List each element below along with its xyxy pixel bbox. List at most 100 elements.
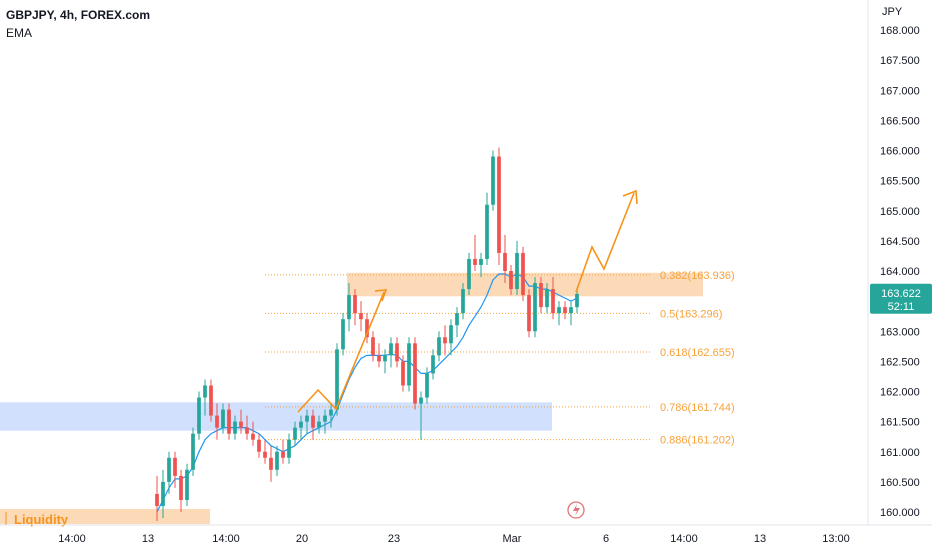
resistance-zone	[347, 272, 703, 297]
candle-body	[185, 469, 189, 500]
arrow-path-1	[297, 291, 385, 413]
fib-level-label: 0.618(162.655)	[660, 347, 735, 359]
candle-body	[371, 337, 375, 356]
y-tick-label: 165.500	[880, 176, 920, 188]
candle-body	[359, 313, 363, 320]
candle-body	[269, 457, 273, 470]
candle-body	[473, 258, 477, 265]
candle-body	[503, 252, 507, 271]
current-price-label: 163.622	[881, 288, 921, 300]
fib-retracement-layer: 0.382(163.936) 0.5(163.296) 0.618(162.655)…	[265, 270, 735, 447]
x-tick-label: 23	[388, 533, 400, 545]
candle-body	[305, 415, 309, 422]
candle-body	[323, 415, 327, 422]
projection-arrows	[297, 189, 638, 519]
candle-body	[161, 481, 165, 506]
x-tick-label: 14:00	[212, 533, 240, 545]
candle-body	[377, 355, 381, 362]
x-tick-label: 6	[603, 533, 609, 545]
y-tick-label: 167.000	[880, 85, 920, 97]
candle-body	[545, 289, 549, 308]
current-price-tag	[870, 283, 932, 314]
candle-body	[341, 319, 345, 350]
currency-label: JPY	[882, 6, 903, 18]
y-tick-label: 168.000	[880, 25, 920, 37]
lightning-icon	[573, 504, 580, 516]
candle-body	[209, 385, 213, 416]
candles-layer	[155, 147, 579, 522]
arrow-head-1	[374, 289, 388, 302]
x-tick-label: 14:00	[670, 533, 698, 545]
candle-body	[275, 451, 279, 470]
candle-body	[263, 451, 267, 458]
fib-level-label: 0.5(163.296)	[660, 308, 722, 320]
candle-body	[281, 451, 285, 458]
candle-body	[221, 409, 225, 428]
candle-body	[413, 343, 417, 404]
candle-body	[179, 475, 183, 500]
fib-level-label: 0.786(161.744)	[660, 402, 735, 414]
candle-body	[173, 457, 177, 476]
candle-body	[395, 343, 399, 362]
candle-body	[509, 271, 513, 290]
zones-layer: Liquidity	[0, 272, 703, 527]
arrow-head-2	[622, 189, 638, 205]
candle-body	[227, 409, 231, 434]
candle-body	[389, 343, 393, 356]
candle-body	[287, 439, 291, 458]
candle-body	[443, 337, 447, 344]
candle-body	[383, 355, 387, 362]
candle-body	[155, 493, 159, 506]
candle-body	[467, 258, 471, 290]
ema-line	[156, 273, 578, 513]
candle-body	[293, 427, 297, 440]
candle-body	[245, 427, 249, 434]
candle-body	[521, 252, 525, 296]
fib-level-label: 0.382(163.936)	[660, 270, 735, 282]
candle-body	[491, 156, 495, 205]
candle-body	[551, 289, 555, 314]
candle-body	[335, 349, 339, 410]
candle-body	[563, 307, 567, 314]
candle-body	[449, 325, 453, 344]
candle-body	[557, 307, 561, 314]
candle-body	[215, 415, 219, 428]
candle-body	[437, 337, 441, 356]
candle-body	[569, 307, 573, 314]
y-tick-label: 162.500	[880, 356, 920, 368]
candle-body	[527, 295, 531, 332]
liquidity-label: Liquidity	[14, 512, 69, 527]
y-tick-label: 166.000	[880, 146, 920, 158]
candle-body	[533, 283, 537, 332]
candle-body	[347, 295, 351, 320]
indicator-label: EMA	[6, 26, 33, 40]
candle-body	[191, 433, 195, 470]
candle-body	[257, 439, 261, 452]
candle-body	[239, 421, 243, 428]
y-tick-label: 161.500	[880, 417, 920, 429]
fib-level-label: 0.886(161.202)	[660, 435, 735, 447]
candle-body	[401, 361, 405, 386]
x-tick-label: 14:00	[58, 533, 86, 545]
candle-body	[575, 293, 579, 308]
y-tick-label: 162.000	[880, 387, 920, 399]
candle-body	[485, 204, 489, 259]
y-tick-label: 161.000	[880, 447, 920, 459]
x-tick-label: 20	[296, 533, 308, 545]
candle-body	[167, 457, 171, 482]
candle-body	[251, 433, 255, 440]
y-tick-label: 166.500	[880, 115, 920, 127]
y-tick-label: 160.000	[880, 507, 920, 519]
y-tick-label: 167.500	[880, 55, 920, 67]
candle-body	[455, 313, 459, 326]
ema-layer	[156, 273, 578, 513]
candle-body	[311, 415, 315, 428]
x-tick-label: 13	[142, 533, 154, 545]
candle-body	[539, 283, 543, 308]
x-tick-label: Mar	[503, 533, 522, 545]
candle-body	[353, 295, 357, 314]
candle-body	[317, 421, 321, 428]
arrow-path-2	[575, 192, 635, 293]
